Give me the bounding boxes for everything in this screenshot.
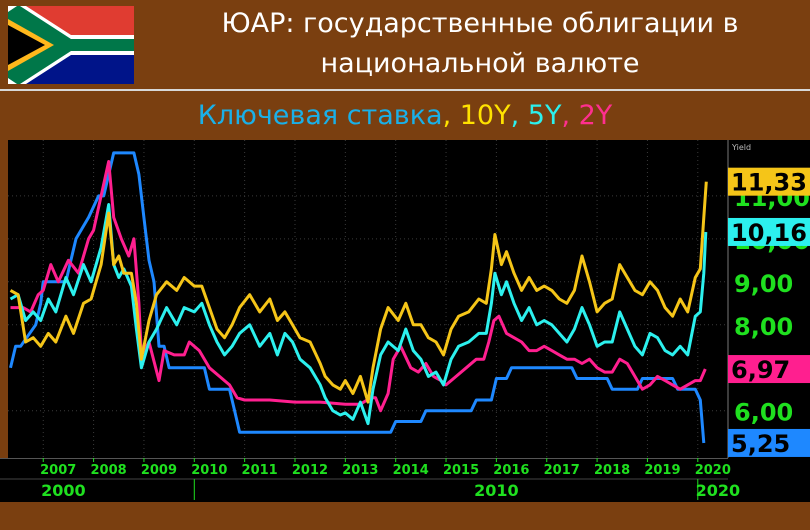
legend-item-3: 2Y <box>578 100 613 131</box>
x-tick-label: 2013 <box>342 463 378 478</box>
y-tick-label: 8,00 <box>734 313 793 341</box>
series-line-0 <box>9 151 706 444</box>
axis-tag: Yield <box>731 143 751 152</box>
title-line-1: ЮАР: государственные облигации в <box>221 8 739 39</box>
last-value-badge-0 <box>728 167 810 196</box>
chart-legend: Ключевая ставка, 10Y, 5Y, 2Y <box>0 96 810 136</box>
last-value-badge-2 <box>728 355 810 384</box>
series-line-2 <box>9 203 708 426</box>
page-title: ЮАР: государственные облигации в национа… <box>150 4 810 84</box>
last-value-label-3: 5,25 <box>731 430 790 458</box>
bottom-frame <box>0 502 810 530</box>
x-tick-label: 2018 <box>594 463 630 478</box>
x-tick-label: 2010 <box>191 463 227 478</box>
x-tick-label: 2011 <box>242 463 278 478</box>
title-line-2: национальной валюте <box>320 48 640 79</box>
x-tick-label: 2008 <box>91 463 127 478</box>
yield-chart: 6,008,009,0010,0011,00Yield11,3310,166,9… <box>0 140 810 530</box>
last-value-label-0: 11,33 <box>731 169 807 197</box>
x-tick-label: 2015 <box>443 463 479 478</box>
x-tick-label: 2016 <box>493 463 529 478</box>
header: ЮАР: государственные облигации в национа… <box>0 0 810 88</box>
x-tick-label: 2009 <box>141 463 177 478</box>
last-value-badge-1 <box>728 217 810 246</box>
x-tick-label: 2017 <box>544 463 580 478</box>
legend-separator: , <box>510 100 528 131</box>
legend-item-0: Ключевая ставка <box>197 100 443 131</box>
header-divider <box>0 89 810 91</box>
last-value-label-2: 6,97 <box>731 356 790 384</box>
series-line-3 <box>9 181 708 404</box>
legend-separator: , <box>561 100 579 131</box>
y-tick-label: 6,00 <box>734 399 793 427</box>
legend-separator: , <box>442 100 460 131</box>
decade-label-1: 2010 <box>474 481 519 500</box>
x-tick-label: 2012 <box>292 463 328 478</box>
legend-item-2: 5Y <box>527 100 562 131</box>
x-tick-label: 2019 <box>644 463 680 478</box>
x-tick-label: 2014 <box>393 463 429 478</box>
plot-area <box>8 140 728 458</box>
x-tick-label: 2007 <box>40 463 76 478</box>
decade-label-2: 2020 <box>696 481 741 500</box>
last-value-badge-3 <box>728 428 810 457</box>
x-tick-label: 2020 <box>695 463 731 478</box>
south-africa-flag-icon <box>8 6 134 84</box>
decade-label-0: 2000 <box>41 481 86 500</box>
last-value-label-1: 10,16 <box>731 219 807 247</box>
y-tick-label: 9,00 <box>734 270 793 298</box>
legend-item-1: 10Y <box>459 100 511 131</box>
